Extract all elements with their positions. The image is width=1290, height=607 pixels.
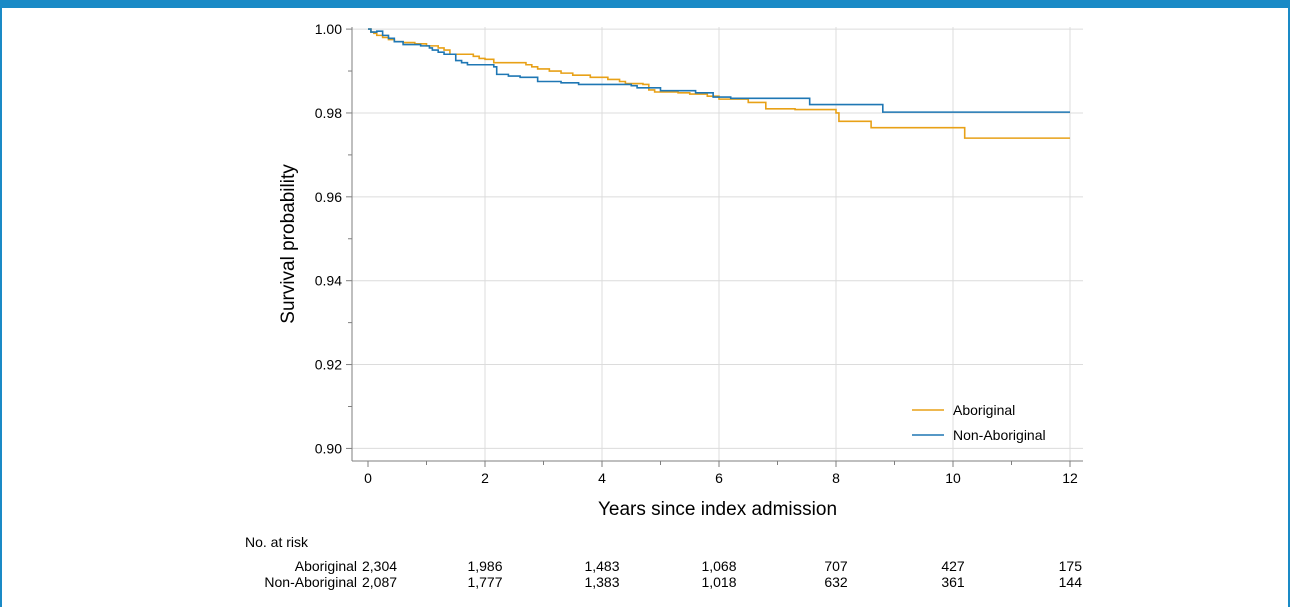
x-axis-title: Years since index admission [598,499,837,520]
legend-label-non-aboriginal: Non-Aboriginal [953,427,1046,443]
x-tick-label: 4 [598,470,606,486]
risk-count: 707 [824,558,848,574]
risk-count: 361 [941,574,965,590]
risk-count: 1,018 [701,574,736,590]
y-tick-label: 0.94 [315,273,342,289]
risk-table-title: No. at risk [245,534,309,550]
x-tick-label: 0 [364,470,372,486]
axes [346,27,1083,467]
risk-count: 144 [1059,574,1083,590]
risk-row-label: Aboriginal [295,558,357,574]
grid-lines [352,27,1083,461]
risk-row-label: Non-Aboriginal [264,574,357,590]
risk-count: 2,304 [362,558,397,574]
x-tick-label: 2 [481,470,489,486]
risk-count: 427 [941,558,965,574]
legend: Aboriginal Non-Aboriginal [912,402,1046,443]
risk-count: 1,068 [701,558,736,574]
risk-count: 632 [824,574,848,590]
y-axis-title: Survival probability [278,164,299,324]
y-tick-label: 0.90 [315,440,342,456]
legend-label-aboriginal: Aboriginal [953,402,1015,418]
risk-count: 2,087 [362,574,397,590]
x-tick-label: 6 [715,470,723,486]
x-tick-label: 12 [1062,470,1078,486]
tick-labels: 0 2 4 6 8 10 12 0.90 0.92 0.94 0.96 0.98 1.00 [315,21,1078,486]
y-tick-label: 1.00 [315,21,342,37]
risk-count: 1,986 [467,558,502,574]
y-tick-label: 0.98 [315,105,342,121]
x-tick-label: 8 [832,470,840,486]
y-tick-label: 0.96 [315,189,342,205]
series-line-non-aboriginal [368,28,1070,113]
risk-count: 175 [1059,558,1083,574]
y-tick-label: 0.92 [315,357,342,373]
x-tick-label: 10 [945,470,961,486]
series-lines [368,28,1070,139]
risk-table: No. at risk Aboriginal 2,304 1,986 1,483 1,06… [245,534,1082,590]
risk-count: 1,383 [584,574,619,590]
risk-count: 1,483 [584,558,619,574]
risk-count: 1,777 [467,574,502,590]
